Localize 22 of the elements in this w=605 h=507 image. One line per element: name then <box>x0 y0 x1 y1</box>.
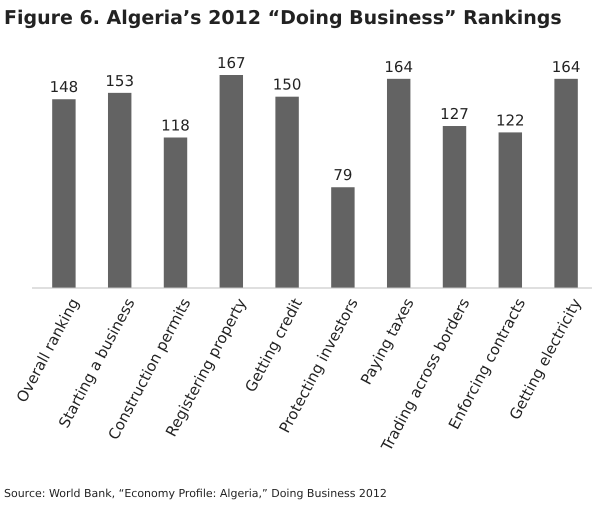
bar <box>442 126 466 288</box>
data-label: 122 <box>496 111 525 130</box>
bar <box>331 187 355 288</box>
bar <box>164 137 188 288</box>
data-label: 167 <box>216 54 246 72</box>
bar <box>108 92 132 288</box>
data-label: 127 <box>440 105 469 124</box>
data-label: 118 <box>161 116 190 134</box>
data-label: 153 <box>105 72 134 90</box>
data-label: 148 <box>50 78 78 96</box>
bar <box>554 78 578 288</box>
bar <box>498 132 522 288</box>
bar <box>220 75 244 288</box>
data-label: 164 <box>552 58 580 76</box>
source-note: Source: World Bank, “Economy Profile: Algeria,” Doing Business 2012 <box>4 487 387 500</box>
bar <box>275 96 299 288</box>
chart-title: Figure 6. Algeria’s 2012 “Doing Business” Rankings <box>4 7 562 29</box>
data-label: 79 <box>333 166 352 184</box>
data-label: 150 <box>272 76 302 94</box>
bar <box>386 78 410 288</box>
data-label: 164 <box>384 58 414 76</box>
bar <box>52 99 76 288</box>
